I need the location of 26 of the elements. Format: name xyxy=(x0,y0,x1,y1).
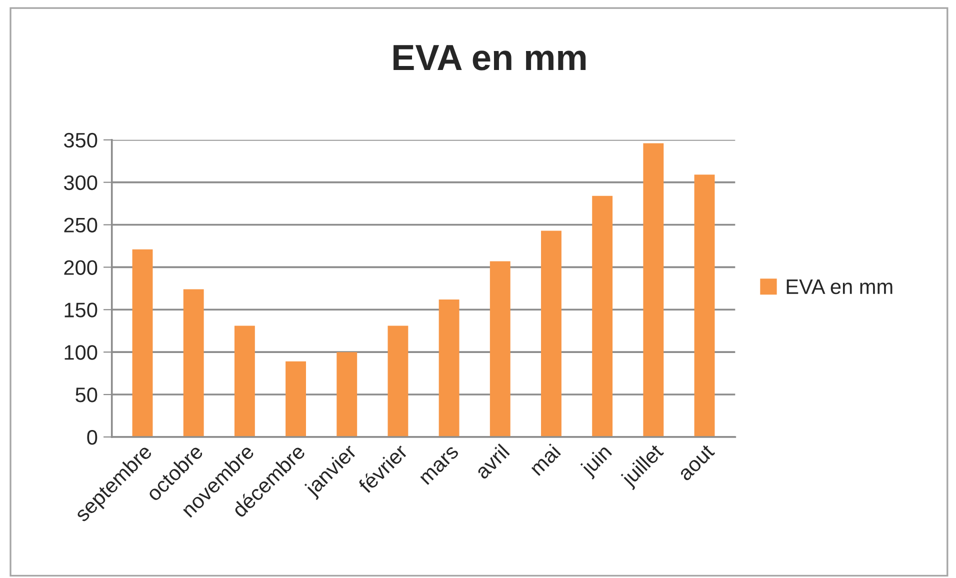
bar xyxy=(388,326,408,437)
bar xyxy=(183,289,204,437)
bar xyxy=(286,361,306,437)
x-tick-label: aout xyxy=(678,444,716,482)
bar xyxy=(490,261,510,437)
y-tick-label: 0 xyxy=(87,430,98,445)
bar xyxy=(438,299,460,437)
bar xyxy=(234,326,255,437)
x-tick-label: avril xyxy=(474,444,510,480)
y-tick-label: 50 xyxy=(76,388,98,402)
bar xyxy=(643,143,664,437)
legend-label: EVA en mm xyxy=(786,280,892,294)
y-tick-label: 300 xyxy=(64,175,98,190)
y-tick-label: 250 xyxy=(64,218,98,233)
y-tick-label: 100 xyxy=(64,345,98,360)
bar xyxy=(694,174,715,437)
y-tick-label: 350 xyxy=(64,132,98,148)
bar xyxy=(592,196,613,437)
x-tick-label: mai xyxy=(528,444,562,476)
bar xyxy=(132,249,153,437)
bar xyxy=(541,230,562,437)
y-tick-label: 200 xyxy=(64,260,98,275)
x-tick-label: juin xyxy=(579,443,616,480)
chart-title: EVA en mm xyxy=(394,45,586,70)
y-tick-label: 150 xyxy=(64,302,98,318)
bar xyxy=(336,352,358,437)
